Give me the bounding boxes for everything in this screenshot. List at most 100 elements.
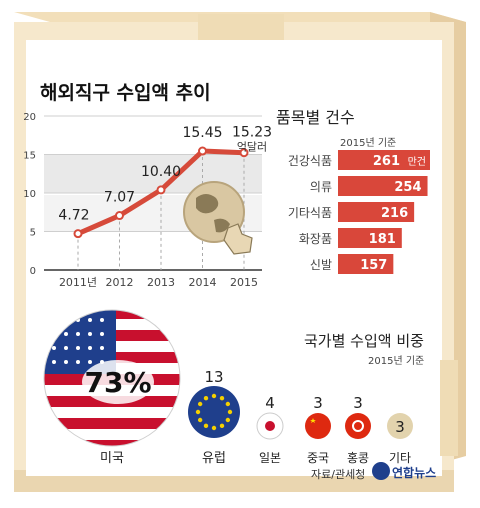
data-point (198, 146, 207, 156)
us-value-label: 73% (84, 366, 151, 399)
us-value-bg (82, 360, 154, 404)
flag-star (64, 346, 68, 350)
eu-value-label: 13 (204, 368, 223, 386)
flag-stripe (44, 407, 180, 418)
source-text: 자료/관세청 (311, 468, 366, 481)
japan-sun (265, 421, 275, 431)
flag-star (76, 360, 80, 364)
bar-0 (338, 150, 430, 170)
eu-star (219, 395, 225, 401)
data-point (156, 185, 166, 195)
flag-star (100, 318, 104, 322)
eu-star (203, 423, 209, 429)
value-label: 15.45 (182, 125, 222, 141)
bar-value-label: 261 (373, 154, 400, 169)
hongkong-flower (352, 420, 364, 432)
bar-chart-title: 품목별 건수 (276, 108, 355, 127)
eu-star (195, 409, 201, 415)
flag-star (100, 332, 104, 336)
bar-category-label: 화장품 (299, 232, 332, 246)
flag-star (52, 360, 56, 364)
hongkong-flag-icon (345, 413, 371, 439)
bar-2 (338, 202, 415, 222)
eu-star (219, 423, 225, 429)
eu-star (197, 417, 203, 423)
y-tick-label: 10 (23, 189, 36, 200)
eu-star (227, 409, 233, 415)
data-point (73, 229, 83, 239)
bar-value-label: 181 (369, 232, 396, 247)
other-value-label: 3 (395, 418, 405, 436)
eu-star (225, 401, 231, 407)
bar-category-label: 건강식품 (288, 154, 332, 168)
share-value-label: 4 (265, 394, 275, 412)
flag-star (88, 318, 92, 322)
y-tick-label: 0 (30, 266, 36, 277)
other-icon (387, 413, 413, 439)
y-tick-label: 5 (30, 228, 36, 239)
line-chart-title: 해외직구 수입액 추이 (40, 82, 211, 104)
bar-4 (338, 254, 394, 274)
flag-stripe (44, 418, 180, 429)
unit-label: 억달러 (237, 141, 267, 154)
tape-strip-top (198, 14, 284, 40)
globe-land-icon (196, 194, 230, 233)
flag-stripe (44, 429, 180, 440)
eu-star (211, 393, 217, 399)
share-value-label: 3 (353, 394, 363, 412)
flag-stripe (44, 440, 180, 446)
data-point (239, 148, 249, 158)
eu-flag-icon (188, 386, 240, 438)
x-tick-label: 2013 (147, 276, 175, 289)
value-label: 7.07 (104, 190, 135, 206)
share-title: 국가별 수입액 비중 (304, 332, 424, 350)
flag-star (88, 346, 92, 350)
flag-star (100, 346, 104, 350)
flag-star (88, 360, 92, 364)
yonhap-logo-icon (372, 462, 390, 480)
bar-category-label: 의류 (310, 180, 332, 194)
eu-star (203, 395, 209, 401)
x-tick-label: 2012 (106, 276, 134, 289)
x-tick-label: 2014 (189, 276, 217, 289)
flag-star (76, 332, 80, 336)
value-label: 10.40 (141, 164, 181, 180)
share-note: 2015년 기준 (368, 356, 425, 367)
data-point (115, 211, 124, 221)
eu-star (225, 417, 231, 423)
us-flag-outline (43, 309, 181, 447)
flag-star (76, 346, 80, 350)
bar-value-label: 254 (394, 180, 421, 195)
bar-category-label: 신발 (310, 258, 332, 272)
bar-3 (338, 228, 402, 248)
country-share: 73% 미국 13 유럽 4 일본 3 중국 3 홍콩 3 기타 (43, 309, 413, 466)
flag-star (52, 346, 56, 350)
eu-star (197, 401, 203, 407)
flag-star (64, 360, 68, 364)
yonhap-logo-text: 연합뉴스 (392, 466, 437, 480)
eu-name-label: 유럽 (202, 451, 226, 466)
us-name-label: 미국 (100, 451, 124, 466)
share-value-label: 3 (313, 394, 323, 412)
eu-star (211, 425, 217, 431)
bar-value-label: 216 (381, 206, 408, 221)
share-name-label: 기타 (389, 451, 411, 465)
bar-category-label: 기타식품 (288, 206, 332, 220)
tape-strip-right (440, 360, 458, 456)
x-tick-label: 2015 (230, 276, 258, 289)
value-label: 4.72 (58, 208, 89, 224)
share-name-label: 중국 (307, 451, 329, 465)
flag-star (88, 332, 92, 336)
value-label: 15.23 (232, 125, 272, 141)
bar-unit-label: 만건 (408, 156, 426, 168)
bar-1 (338, 176, 428, 196)
y-tick-label: 15 (23, 151, 36, 162)
bar-chart-note: 2015년 기준 (340, 138, 397, 149)
bar-value-label: 157 (360, 258, 387, 273)
china-star (310, 418, 316, 423)
flag-star (64, 332, 68, 336)
y-tick-label: 20 (23, 112, 36, 123)
